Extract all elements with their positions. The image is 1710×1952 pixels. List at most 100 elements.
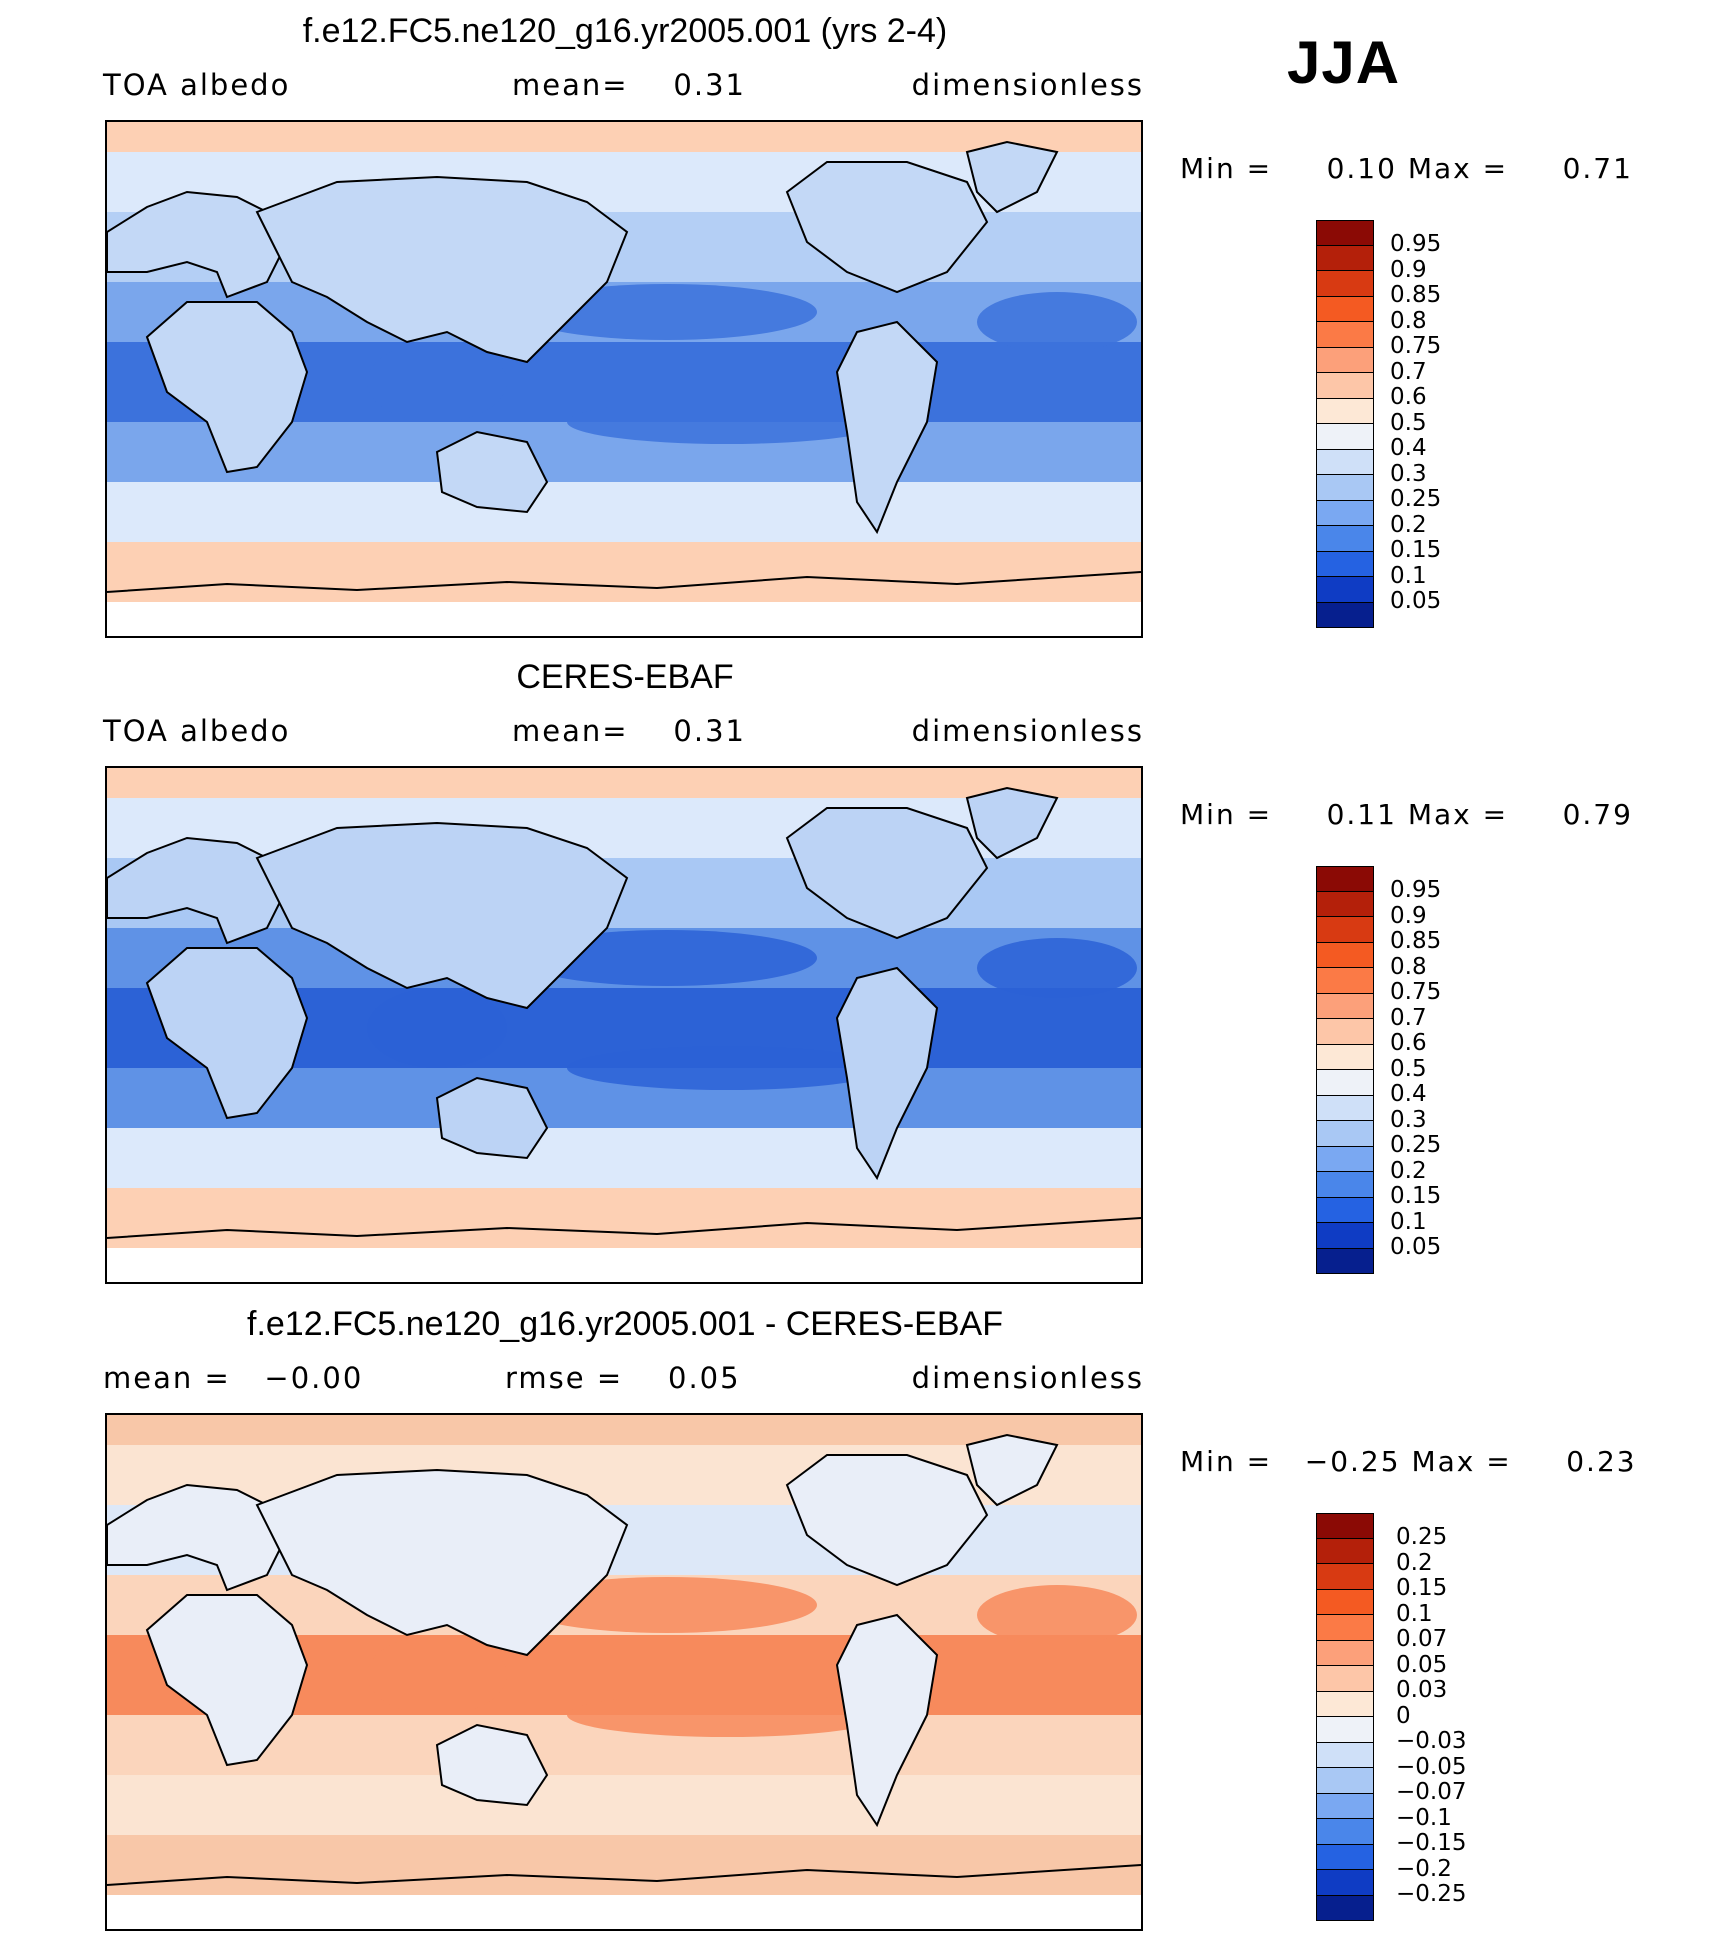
colorbar-swatch bbox=[1316, 1044, 1374, 1070]
field-anomaly-blob bbox=[977, 1585, 1137, 1645]
colorbar-tick-label: 0.5 bbox=[1390, 1055, 1427, 1082]
colorbar-swatch bbox=[1316, 968, 1374, 994]
map-svg bbox=[107, 768, 1141, 1282]
continent-outline bbox=[435, 1076, 549, 1160]
colorbar-swatch bbox=[1316, 500, 1374, 526]
colorbar-tick-label: 0.2 bbox=[1396, 1549, 1433, 1576]
colorbar-swatch bbox=[1316, 1717, 1374, 1743]
colorbar-swatch bbox=[1316, 1248, 1374, 1274]
antarctica-coastline bbox=[107, 571, 1141, 593]
colorbar-tick-label: 0.8 bbox=[1390, 307, 1427, 334]
colorbar-swatch bbox=[1316, 475, 1374, 501]
colorbar-tick-label: −0.25 bbox=[1396, 1881, 1467, 1907]
min-value: −0.25 bbox=[1304, 1445, 1401, 1478]
colorbar-tick-label: 0.15 bbox=[1390, 537, 1442, 563]
colorbar bbox=[1316, 220, 1374, 628]
antarctic-band bbox=[107, 1188, 1141, 1248]
colorbar-swatch bbox=[1316, 1589, 1374, 1615]
colorbar-swatch bbox=[1316, 1742, 1374, 1768]
continent-outline bbox=[965, 140, 1059, 214]
colorbar-tick-label: 0.95 bbox=[1390, 231, 1442, 257]
colorbar-tick-label: 0.15 bbox=[1396, 1575, 1448, 1601]
colorbar-swatch bbox=[1316, 577, 1374, 603]
colorbar-tick-label: 0.8 bbox=[1390, 953, 1427, 980]
colorbar-tick-label: 0 bbox=[1396, 1702, 1411, 1729]
colorbar-swatch bbox=[1316, 866, 1374, 892]
continent-outline bbox=[145, 1594, 309, 1767]
field-anomaly-blob bbox=[567, 1693, 887, 1737]
colorbar-swatch bbox=[1316, 1513, 1374, 1539]
min-value: 0.11 bbox=[1326, 798, 1397, 831]
map-svg bbox=[107, 122, 1141, 636]
colorbar-tick-label: 0.5 bbox=[1390, 409, 1427, 436]
continent-outline bbox=[255, 821, 629, 1010]
map-plot bbox=[105, 766, 1143, 1284]
mean-text: mean = bbox=[103, 1361, 231, 1395]
continent-outline bbox=[255, 175, 629, 364]
colorbar-tick-label: −0.07 bbox=[1396, 1779, 1467, 1805]
colorbar-tick-label: 0.25 bbox=[1390, 1132, 1442, 1158]
antarctica-coastline bbox=[107, 1217, 1141, 1239]
mean-text: mean= bbox=[512, 714, 629, 748]
colorbar-swatch bbox=[1316, 1564, 1374, 1590]
max-label: Max = bbox=[1407, 152, 1509, 185]
colorbar-labels: 0.95 0.9 0.85 0.8 0.75 0.7 0.6 0.5 0.4 0.3 0.25 0.2… bbox=[1390, 231, 1442, 615]
colorbar-swatch bbox=[1316, 1895, 1374, 1921]
map-plot bbox=[105, 120, 1143, 638]
colorbar-swatch bbox=[1316, 1172, 1374, 1198]
colorbar-swatch bbox=[1316, 1666, 1374, 1692]
colorbar-swatch bbox=[1316, 1691, 1374, 1717]
colorbar-tick-label: 0.4 bbox=[1390, 1081, 1427, 1107]
colorbar-swatch bbox=[1316, 942, 1374, 968]
arctic-band bbox=[107, 1415, 1141, 1445]
units-label: dimensionless bbox=[911, 714, 1144, 748]
max-label: Max = bbox=[1407, 798, 1509, 831]
colorbar-tick-label: 0.2 bbox=[1390, 1157, 1427, 1184]
continent-outline bbox=[107, 190, 284, 299]
colorbar-swatch bbox=[1316, 1538, 1374, 1564]
min-label: Min = bbox=[1180, 798, 1273, 831]
colorbar-swatch bbox=[1316, 526, 1374, 552]
continent-outline bbox=[435, 1723, 549, 1807]
continent-outline bbox=[255, 1468, 629, 1657]
continent-outline bbox=[785, 807, 989, 940]
colorbar-labels: 0.95 0.9 0.85 0.8 0.75 0.7 0.6 0.5 0.4 0.3 0.25 0.2… bbox=[1390, 877, 1442, 1261]
colorbar-swatch bbox=[1316, 1197, 1374, 1223]
rmse-label: rmse = 0.05 bbox=[505, 1361, 741, 1395]
colorbar bbox=[1316, 866, 1374, 1274]
continent-outline bbox=[107, 836, 284, 945]
continent-outline bbox=[107, 1483, 284, 1592]
continent-outline bbox=[145, 947, 309, 1120]
continent-outline bbox=[785, 161, 989, 294]
colorbar-swatch bbox=[1316, 1870, 1374, 1896]
south-extratropics-band bbox=[107, 1128, 1141, 1188]
colorbar-tick-label: 0.07 bbox=[1396, 1626, 1448, 1652]
min-label: Min = bbox=[1180, 1445, 1273, 1478]
min-max-readout: Min = 0.10 Max = 0.71 bbox=[1180, 152, 1633, 185]
colorbar-tick-label: 0.3 bbox=[1390, 1106, 1427, 1133]
panel-title: f.e12.FC5.ne120_g16.yr2005.001 - CERES-E… bbox=[247, 1305, 1003, 1343]
panel-title: CERES-EBAF bbox=[516, 658, 734, 696]
panel-obs: CERES-EBAF TOA albedo mean= 0.31 dimensi… bbox=[0, 646, 1710, 1286]
mean-label: mean= 0.31 bbox=[512, 714, 746, 748]
colorbar-tick-label: 0.05 bbox=[1390, 588, 1442, 614]
antarctic-band bbox=[107, 542, 1141, 602]
colorbar-tick-label: 0.75 bbox=[1390, 333, 1442, 359]
colorbar-labels: 0.25 0.2 0.15 0.1 0.07 0.05 0.03 0 −0.03 −0.05 −0.… bbox=[1396, 1524, 1467, 1908]
colorbar-tick-label: −0.15 bbox=[1396, 1830, 1467, 1856]
antarctica-band bbox=[107, 1895, 1141, 1929]
colorbar-tick-label: 0.25 bbox=[1396, 1524, 1448, 1550]
colorbar-swatch bbox=[1316, 1019, 1374, 1045]
continent-outline bbox=[785, 1454, 989, 1587]
colorbar-tick-label: 0.1 bbox=[1390, 562, 1427, 589]
colorbar-swatch bbox=[1316, 1844, 1374, 1870]
colorbar-tick-label: 0.25 bbox=[1390, 486, 1442, 512]
colorbar-swatch bbox=[1316, 1095, 1374, 1121]
colorbar-tick-label: 0.9 bbox=[1390, 902, 1427, 929]
colorbar-tick-label: 0.1 bbox=[1390, 1208, 1427, 1235]
map-plot bbox=[105, 1413, 1143, 1931]
panel-title: f.e12.FC5.ne120_g16.yr2005.001 (yrs 2-4) bbox=[302, 12, 948, 50]
antarctica-band bbox=[107, 1248, 1141, 1282]
panel-model: f.e12.FC5.ne120_g16.yr2005.001 (yrs 2-4)… bbox=[0, 0, 1710, 640]
colorbar-swatch bbox=[1316, 1223, 1374, 1249]
